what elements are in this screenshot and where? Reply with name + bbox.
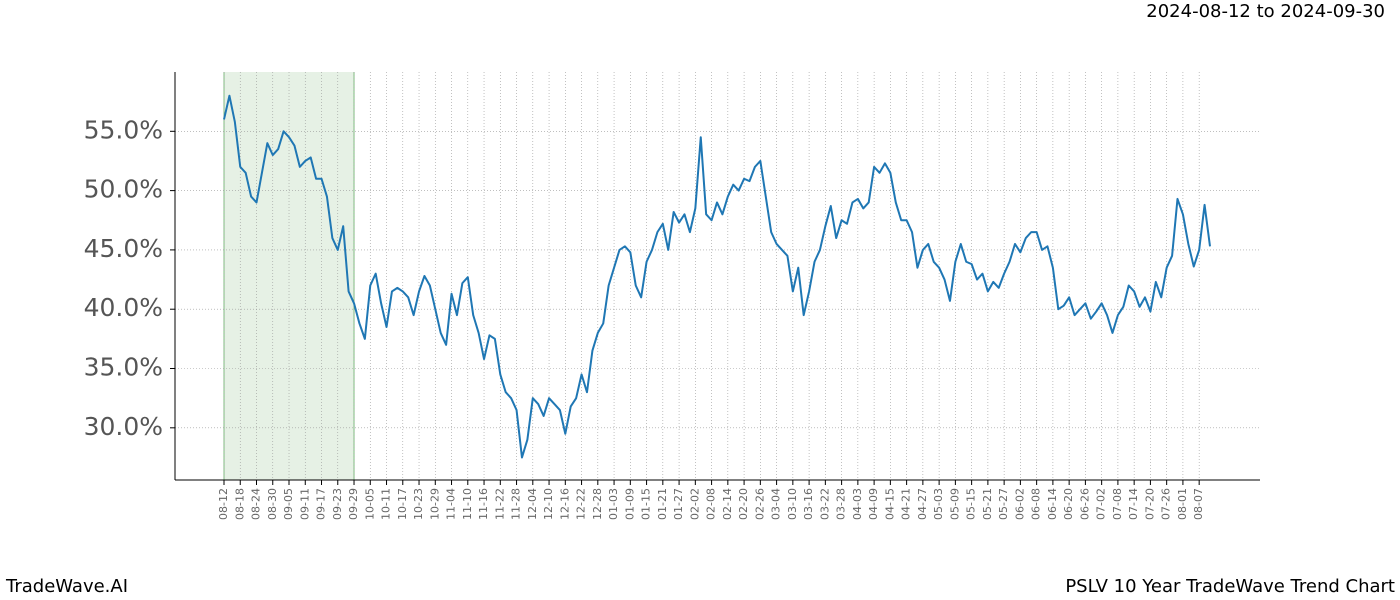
- x-tick-label: 11-28: [510, 488, 523, 520]
- x-tick-label: 03-28: [835, 488, 848, 520]
- x-tick-label: 06-02: [1013, 488, 1026, 520]
- x-tick-label: 05-03: [932, 488, 945, 520]
- x-tick-label: 07-20: [1143, 488, 1156, 520]
- x-tick-label: 08-30: [266, 488, 279, 520]
- x-tick-label: 08-24: [250, 488, 263, 520]
- x-tick-label: 02-20: [737, 488, 750, 520]
- x-tick-label: 04-27: [916, 488, 929, 520]
- x-tick-label: 08-12: [217, 488, 230, 520]
- x-tick-label: 12-22: [575, 488, 588, 520]
- y-tick-label: 35.0%: [84, 353, 163, 382]
- x-tick-label: 03-16: [802, 488, 815, 520]
- footer-left: TradeWave.AI: [5, 576, 128, 597]
- x-tick-label: 06-26: [1078, 488, 1091, 520]
- x-tick-label: 06-20: [1062, 488, 1075, 520]
- x-tick-label: 08-07: [1192, 488, 1205, 520]
- x-tick-label: 09-23: [331, 488, 344, 520]
- x-tick-label: 12-10: [542, 488, 555, 520]
- x-tick-label: 07-02: [1095, 488, 1108, 520]
- x-tick-label: 04-03: [851, 488, 864, 520]
- x-tick-label: 12-04: [526, 488, 539, 520]
- x-tick-label: 01-15: [640, 488, 653, 520]
- x-tick-label: 02-02: [688, 488, 701, 520]
- x-tick-label: 11-10: [461, 488, 474, 520]
- y-tick-label: 50.0%: [84, 175, 163, 204]
- x-tick-label: 11-04: [445, 488, 458, 520]
- x-tick-label: 09-05: [282, 488, 295, 520]
- x-tick-label: 05-27: [997, 488, 1010, 520]
- x-tick-label: 04-09: [867, 488, 880, 520]
- x-tick-label: 09-17: [315, 488, 328, 520]
- x-tick-label: 07-26: [1160, 488, 1173, 520]
- x-tick-label: 07-08: [1111, 488, 1124, 520]
- x-tick-label: 05-09: [948, 488, 961, 520]
- x-tick-label: 05-15: [965, 488, 978, 520]
- x-tick-label: 12-16: [558, 488, 571, 520]
- x-tick-label: 11-22: [493, 488, 506, 520]
- x-tick-label: 01-27: [672, 488, 685, 520]
- x-tick-label: 11-16: [477, 488, 490, 520]
- trend-line: [223, 94, 1211, 459]
- x-tick-label: 01-09: [623, 488, 636, 520]
- x-tick-label: 12-28: [591, 488, 604, 520]
- x-tick-label: 10-05: [363, 488, 376, 520]
- x-tick-label: 04-21: [900, 488, 913, 520]
- x-tick-label: 01-21: [656, 488, 669, 520]
- x-tick-label: 08-01: [1176, 488, 1189, 520]
- x-tick-label: 07-14: [1127, 488, 1140, 520]
- x-tick-label: 05-21: [981, 488, 994, 520]
- x-tick-label: 09-29: [347, 488, 360, 520]
- x-tick-label: 02-14: [721, 488, 734, 520]
- footer-right: PSLV 10 Year TradeWave Trend Chart: [1065, 576, 1395, 597]
- x-tick-label: 10-29: [428, 488, 441, 520]
- x-tick-label: 10-17: [396, 488, 409, 520]
- y-tick-label: 30.0%: [84, 412, 163, 441]
- x-tick-label: 06-08: [1030, 488, 1043, 520]
- x-tick-label: 08-18: [233, 488, 246, 520]
- x-tick-label: 02-26: [753, 488, 766, 520]
- x-tick-label: 03-04: [770, 488, 783, 520]
- x-tick-label: 10-11: [380, 488, 393, 520]
- y-tick-label: 45.0%: [84, 234, 163, 263]
- x-tick-label: 02-08: [705, 488, 718, 520]
- y-tick-label: 40.0%: [84, 293, 163, 322]
- x-tick-label: 10-23: [412, 488, 425, 520]
- y-tick-label: 55.0%: [84, 115, 163, 144]
- x-tick-label: 03-22: [818, 488, 831, 520]
- x-tick-label: 06-14: [1046, 488, 1059, 520]
- x-tick-label: 09-11: [298, 488, 311, 520]
- x-tick-label: 03-10: [786, 488, 799, 520]
- x-tick-label: 01-03: [607, 488, 620, 520]
- x-tick-label: 04-15: [883, 488, 896, 520]
- chart-title: 2024-08-12 to 2024-09-30: [1146, 1, 1385, 22]
